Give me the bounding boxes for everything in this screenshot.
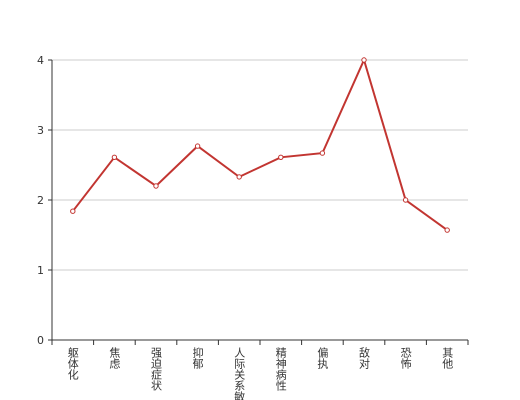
x-tick-label: 抑郁 xyxy=(191,346,204,369)
x-tick-label: 焦虑 xyxy=(108,347,121,369)
y-tick-label: 0 xyxy=(37,334,44,347)
point xyxy=(153,183,159,189)
point xyxy=(444,227,450,233)
point xyxy=(194,143,201,149)
point xyxy=(278,154,284,161)
point xyxy=(319,150,326,156)
x-tick-label: 其他 xyxy=(441,347,454,369)
x-tick-label: 精神病性 xyxy=(274,347,287,392)
y-tick-label: 3 xyxy=(37,124,44,137)
line xyxy=(72,57,448,231)
x-tick-label: 躯体化 xyxy=(66,347,79,381)
point xyxy=(361,57,367,63)
point xyxy=(402,197,409,203)
x-tick-label: 敌对 xyxy=(358,346,371,369)
point xyxy=(111,154,118,161)
y-tick-label: 1 xyxy=(37,264,44,277)
y-tick-label: 2 xyxy=(37,194,44,207)
x-tick-label: 偏执 xyxy=(316,346,329,370)
y-tick-label: 4 xyxy=(37,54,44,67)
x-tick-label: 人际关系敏感 xyxy=(233,347,246,400)
point xyxy=(236,174,242,180)
x-tick-label: 强迫症状 xyxy=(150,347,163,391)
x-tick-label: 恐怖 xyxy=(399,347,412,369)
point xyxy=(70,208,76,214)
